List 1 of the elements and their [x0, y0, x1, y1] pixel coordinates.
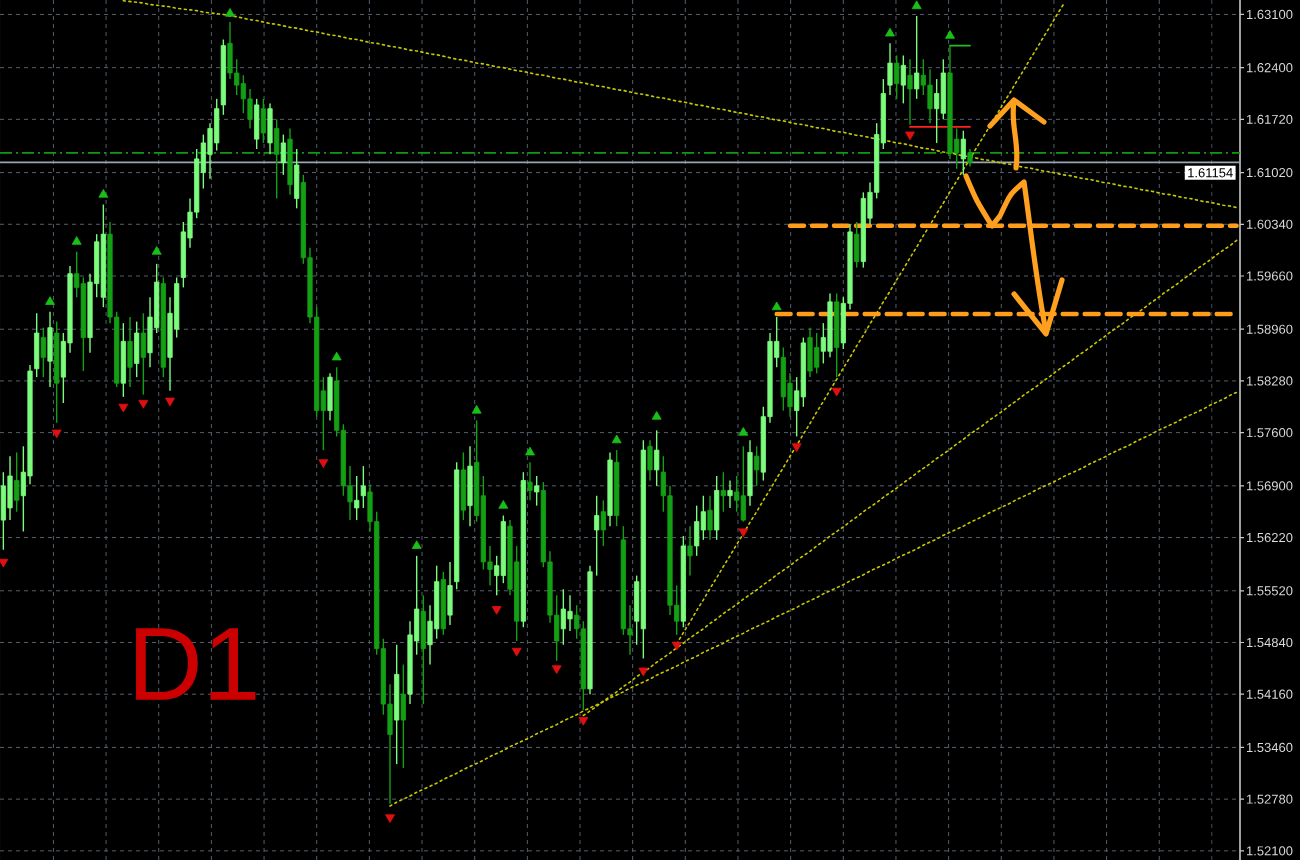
annotation: D1 [136, 628, 256, 700]
